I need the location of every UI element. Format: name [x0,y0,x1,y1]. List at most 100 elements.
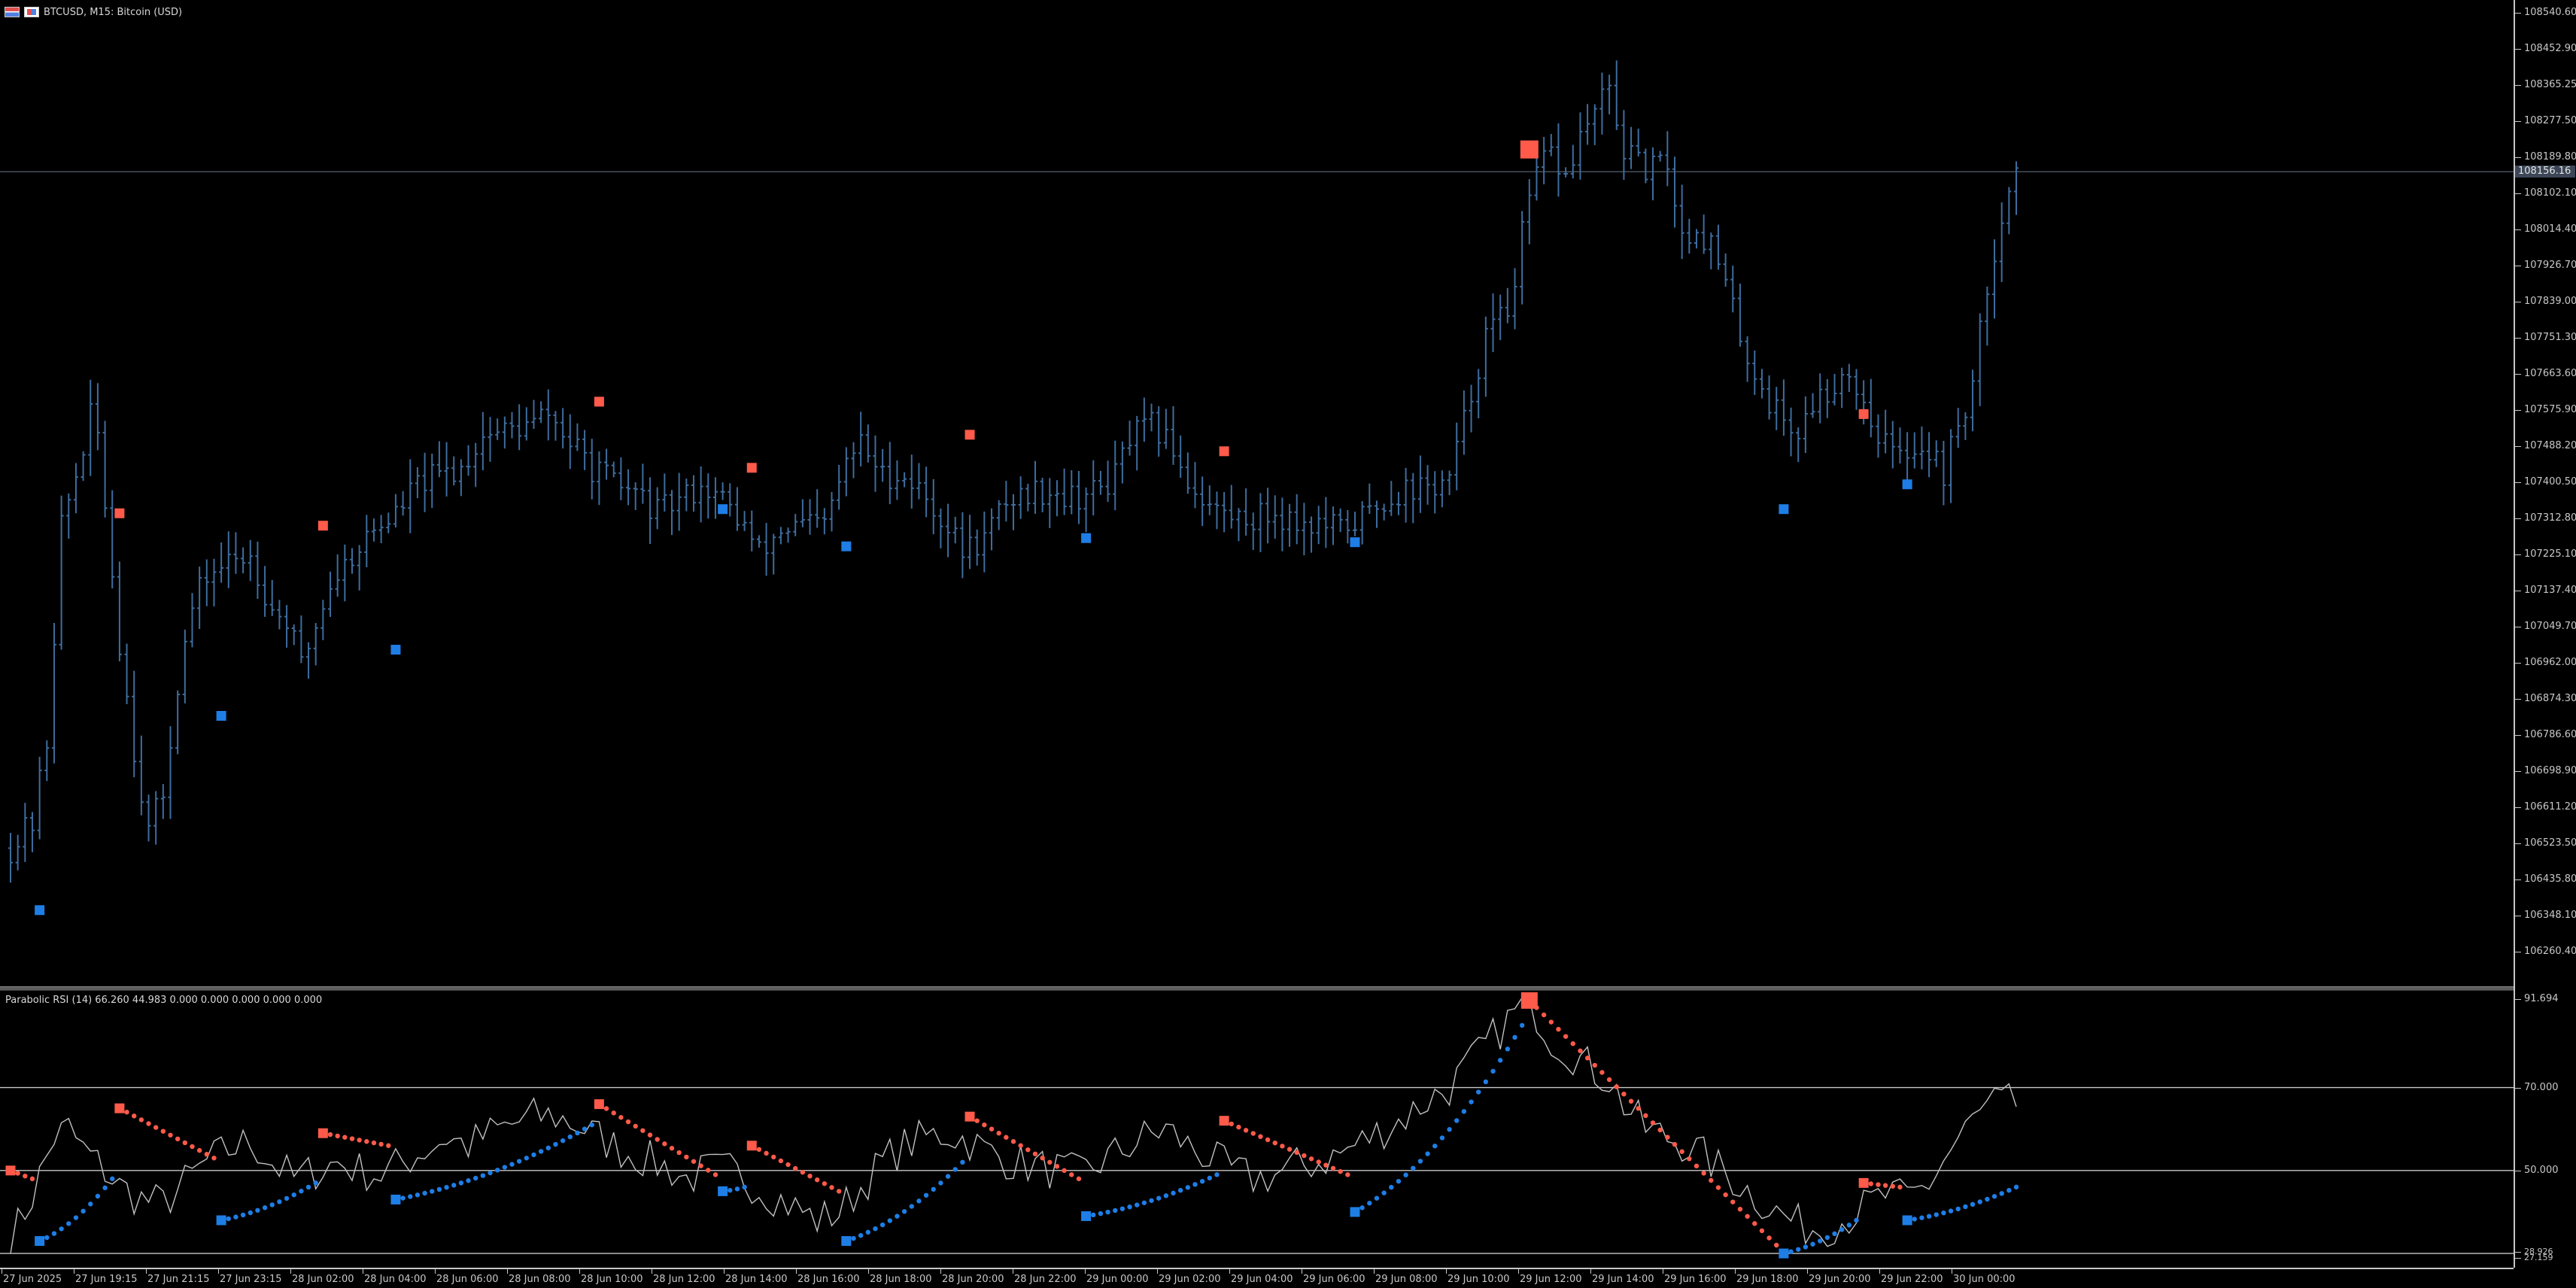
psar-rsi-bull-dot [509,1162,515,1167]
ohlc-bar [1614,60,1619,130]
price-scale[interactable]: 108540.60 108452.90 108365.25 108277.50 1081… [2514,0,2576,1268]
one-click-trading-icon[interactable] [24,7,39,17]
ohlc-bar [1788,407,1794,457]
ohlc-bar [124,643,129,705]
current-price-tag: 108156.16 [2515,166,2575,178]
psar-rsi-bull-dot [1941,1210,1946,1216]
price-chart-canvas[interactable] [0,0,2514,988]
time-tick [1157,1269,1158,1274]
time-label: 29 Jun 04:00 [1231,1274,1293,1285]
psar-rsi-bull-dot [408,1194,413,1199]
ohlc-bar [1629,126,1634,169]
sar-bear-marker [1858,409,1869,419]
ohlc-bar [1054,480,1059,517]
psar-rsi-bear-dot [138,1117,144,1122]
time-label: 27 Jun 23:15 [220,1274,282,1285]
psar-rsi-bear-dot [691,1159,697,1164]
psar-rsi-bull-dot [1817,1238,1823,1244]
rsi-chart-canvas[interactable] [0,991,2514,1268]
psar-rsi-bull-dot [1425,1151,1430,1156]
psar-rsi-bear-dot [1759,1228,1765,1234]
psar-rsi-bear-dot [1592,1062,1597,1068]
psar-rsi-bear-dot [1679,1149,1684,1154]
ohlc-bar [1222,492,1227,533]
psar-rsi-bear-dot [357,1138,362,1143]
psar-rsi-bear-dot [371,1140,377,1146]
psar-rsi-bear-dot [1345,1172,1350,1177]
ohlc-bar [1963,412,1968,440]
price-label: 107488.20 [2524,440,2576,451]
psar-rsi-bull-dot [1512,1034,1517,1040]
price-chart-pane[interactable]: BTCUSD, M15: Bitcoin (USD) [0,0,2514,988]
psar-rsi-bull-dot [1476,1089,1481,1095]
ohlc-bar [865,424,870,463]
psar-rsi-bear-dot [1338,1168,1343,1174]
psar-rsi-bear-dot [160,1129,166,1134]
ohlc-bar [1171,406,1176,465]
psar-rsi-bear-dot [1330,1165,1336,1171]
psar-rsi-bear-dot [793,1165,798,1171]
ohlc-bar [938,508,943,548]
ohlc-bar [1570,144,1575,179]
psar-rsi-bull-dot [1934,1212,1939,1217]
ohlc-bar [1868,378,1873,438]
psar-rsi-bear-dot [676,1150,682,1156]
psar-rsi-bear-dot [1054,1164,1060,1169]
ohlc-bar [1941,441,1946,506]
ohlc-bar [415,467,420,499]
time-scale[interactable]: 27 Jun 2025 27 Jun 19:15 27 Jun 21:15 27 Ju… [0,1268,2514,1288]
psar-rsi-bull-dot [1119,1206,1125,1211]
psar-rsi-bear-dot [1570,1041,1575,1046]
pane-splitter[interactable] [0,986,2514,991]
psar-rsi-bear-dot [386,1143,391,1148]
ohlc-bar [524,407,529,441]
ohlc-bar [909,454,914,509]
ohlc-bar [1236,508,1241,542]
ohlc-bar [37,756,42,840]
time-label: 28 Jun 12:00 [653,1274,715,1285]
ohlc-bar [1403,467,1408,523]
psar-rsi-bull-dot [422,1190,427,1196]
ohlc-bar [138,735,144,816]
psar-rsi-bear-dot [1258,1134,1263,1139]
ohlc-bar [1679,184,1684,260]
psar-rsi-bear-dot [1636,1106,1641,1111]
ohlc-bar [1810,393,1815,418]
psar-rsi-bear-dot [1672,1141,1678,1147]
price-tick [2515,663,2521,664]
price-tick [2515,121,2521,122]
psar-rsi-bull-dot [575,1130,580,1136]
psar-rsi-bull-dot [1912,1217,1917,1222]
ohlc-bar [1323,497,1329,548]
psar-rsi-bear-dot [1606,1077,1612,1083]
indicator-pane[interactable] [0,991,2514,1268]
psar-rsi-bull-start [1081,1211,1092,1221]
ohlc-bar [1454,422,1460,491]
ohlc-bar [640,463,646,504]
ohlc-bar [822,508,827,535]
ohlc-bar [670,490,675,536]
psar-rsi-bull-dot [400,1195,406,1201]
psar-rsi-bear-dot [989,1126,995,1132]
psar-rsi-bull-dot [734,1186,740,1192]
psar-rsi-bear-dot [1265,1137,1271,1143]
ohlc-bar [1934,440,1939,467]
ohlc-bar [1694,229,1699,249]
ohlc-bar [829,492,834,532]
ohlc-bar [488,417,493,462]
ohlc-bar [378,515,384,544]
symbol-list-icon[interactable] [5,7,20,17]
psar-rsi-bull-dot [95,1193,101,1199]
ohlc-bar [400,491,406,516]
time-label: 28 Jun 16:00 [797,1274,860,1285]
psar-rsi-bear-dot [1323,1162,1329,1168]
ohlc-bar [1302,503,1307,556]
sar-bull-marker [35,905,45,916]
psar-rsi-bull-dot [255,1208,260,1213]
psar-rsi-bear-dot [1599,1070,1605,1075]
ohlc-bar [313,623,318,666]
psar-rsi-bear-dot [1882,1183,1888,1188]
price-tick [2515,229,2521,230]
psar-rsi-bear-dot [829,1185,834,1190]
